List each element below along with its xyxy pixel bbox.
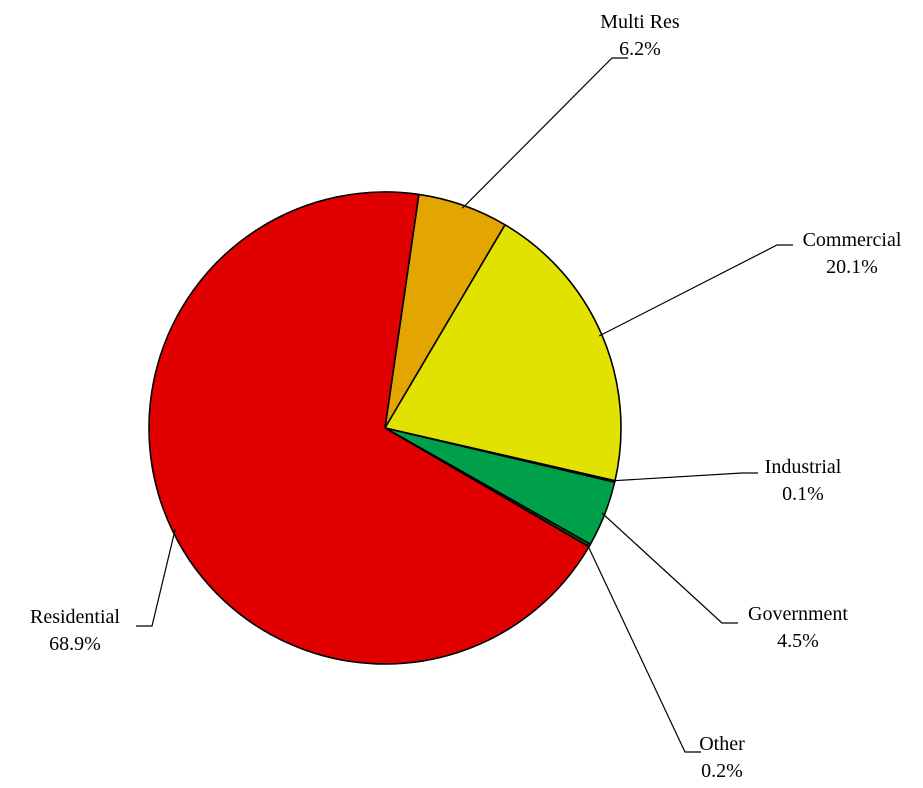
leader-line-government xyxy=(601,512,738,624)
leader-line-multi-res xyxy=(461,57,628,209)
leader-line-other xyxy=(586,543,701,753)
slice-percent-other: 0.2% xyxy=(701,760,743,782)
leader-line-commercial xyxy=(598,244,793,337)
slice-percent-industrial: 0.1% xyxy=(782,483,824,505)
slice-residential xyxy=(148,191,590,665)
slice-percent-multi-res: 6.2% xyxy=(619,38,661,60)
slice-labels: Multi Res 6.2% Commercial 20.1% Industrial 0.… xyxy=(30,11,902,782)
slice-label-commercial: Commercial xyxy=(803,229,902,251)
slice-label-other: Other xyxy=(699,733,745,755)
slice-label-government: Government xyxy=(748,603,848,625)
leader-line-industrial xyxy=(611,472,758,482)
leader-lines xyxy=(136,57,793,753)
slice-label-multi-res: Multi Res xyxy=(600,11,680,33)
pie-slices xyxy=(148,191,622,665)
slice-percent-commercial: 20.1% xyxy=(826,256,878,278)
leader-line-residential xyxy=(136,529,176,627)
slice-label-industrial: Industrial xyxy=(765,456,842,478)
slice-label-residential: Residential xyxy=(30,606,120,628)
slice-percent-government: 4.5% xyxy=(777,630,819,652)
slice-percent-residential: 68.9% xyxy=(49,633,101,655)
